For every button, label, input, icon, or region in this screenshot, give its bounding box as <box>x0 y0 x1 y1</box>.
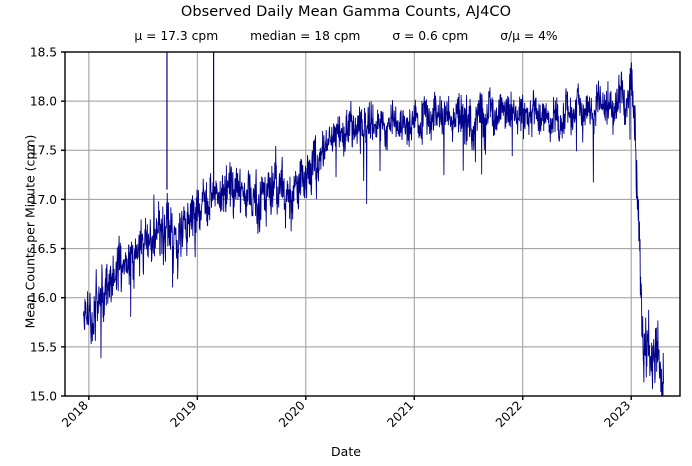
x-axis-ticks: 2018 2019 2020 2021 2022 2023 <box>59 396 633 430</box>
chart-title: Observed Daily Mean Gamma Counts, AJ4CO <box>180 4 512 20</box>
stat-median: median = 18 cpm <box>250 29 361 43</box>
x-tick-label: 2018 <box>59 398 91 430</box>
axes-border <box>64 51 681 397</box>
stat-sigma: σ = 0.6 cpm <box>392 29 469 43</box>
y-tick-label: 18.0 <box>30 95 57 109</box>
x-tick-label: 2019 <box>168 398 200 430</box>
stat-mean: μ = 17.3 cpm <box>134 29 219 43</box>
y-tick-label: 18.5 <box>30 45 57 59</box>
y-tick-label: 15.0 <box>30 389 57 403</box>
x-tick-label: 2023 <box>601 398 633 430</box>
x-tick-label: 2022 <box>493 398 525 430</box>
y-tick-label: 16.5 <box>30 242 57 256</box>
y-tick-label: 15.5 <box>30 340 57 354</box>
y-tick-label: 17.5 <box>30 144 57 158</box>
y-tick-label: 17.0 <box>30 193 57 207</box>
chart-subtitle-stats: μ = 17.3 cpm median = 18 cpm σ = 0.6 cpm… <box>0 29 692 43</box>
x-tick-label: 2021 <box>385 398 417 430</box>
data-line <box>82 62 664 396</box>
y-axis-ticks: 15.0 15.5 16.0 16.5 17.0 17.5 18.0 18.5 <box>30 45 65 403</box>
stat-cv: σ/μ = 4% <box>500 29 558 43</box>
data-series-group <box>82 52 664 396</box>
y-tick-label: 16.0 <box>30 291 57 305</box>
x-axis-label: Date <box>331 444 361 459</box>
x-tick-label: 2020 <box>276 398 308 430</box>
axes-frame <box>64 51 681 397</box>
